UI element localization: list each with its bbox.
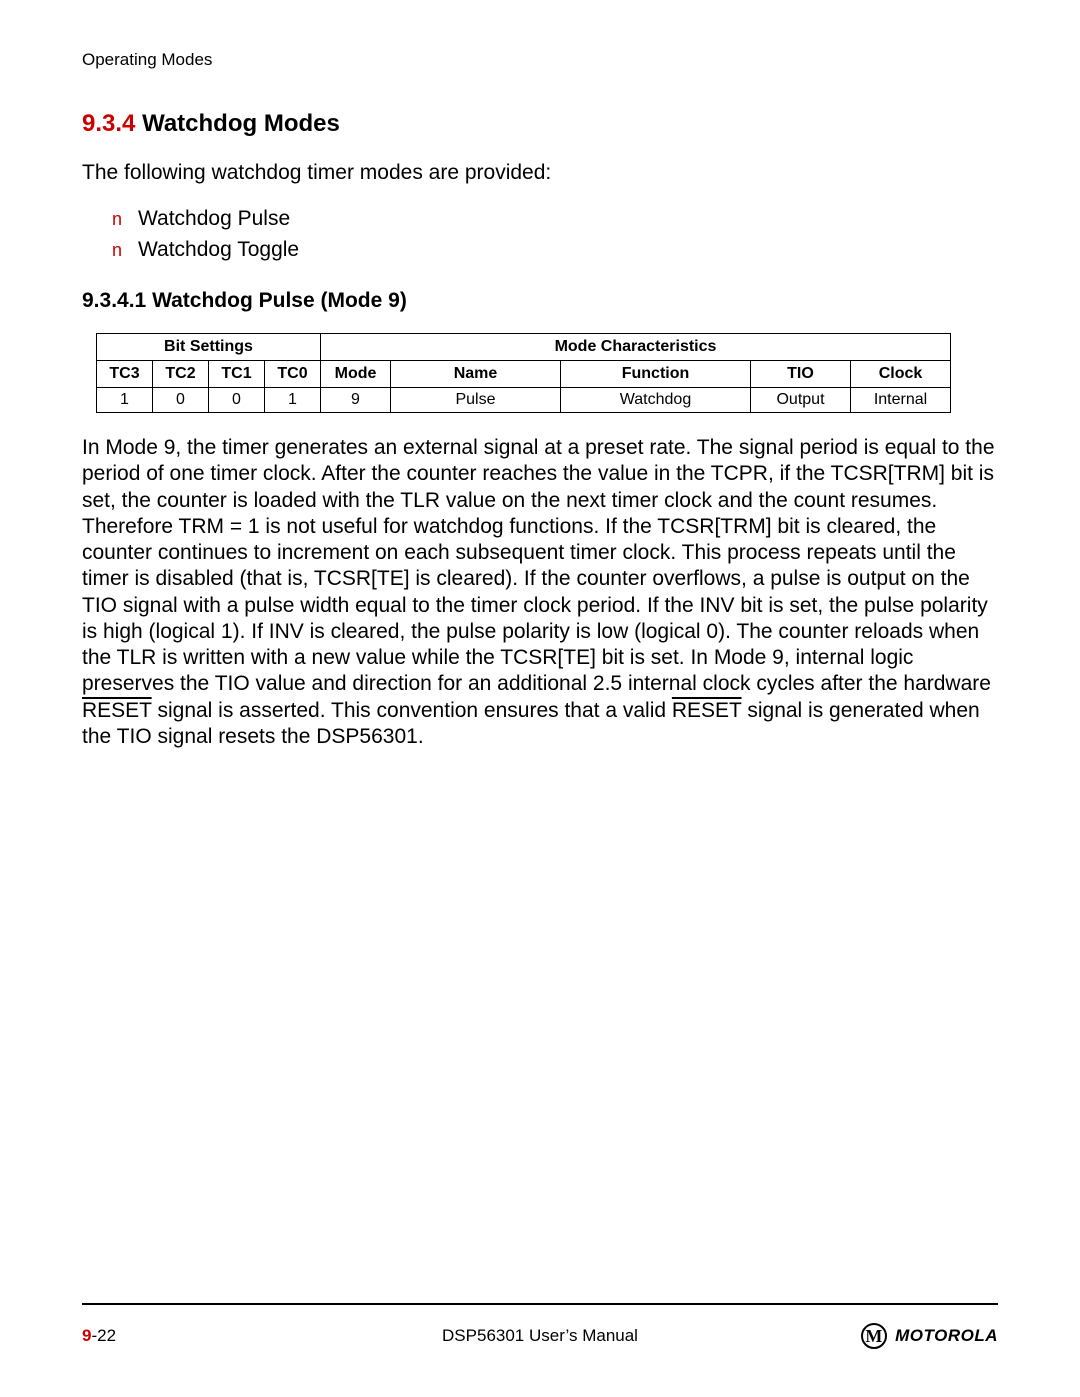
cell-name: Pulse [391,388,561,413]
body-text-1a: In Mode 9, the timer generates an extern… [82,436,995,590]
col-name: Name [391,361,561,388]
bullet-list: Watchdog Pulse Watchdog Toggle [112,204,998,265]
body-paragraph: In Mode 9, the timer generates an extern… [82,435,998,750]
table-group-header-row: Bit Settings Mode Characteristics [97,334,951,361]
group-header-bits: Bit Settings [97,334,321,361]
cell-tc1: 0 [209,388,265,413]
col-tc3: TC3 [97,361,153,388]
cell-mode: 9 [321,388,391,413]
running-header: Operating Modes [82,50,998,70]
page-content: Operating Modes 9.3.4 Watchdog Modes The… [82,50,998,1170]
body-text-1d: signal is asserted. This convention ensu… [152,699,672,722]
mode-table: Bit Settings Mode Characteristics TC3 TC… [96,333,951,413]
subsection-title: Watchdog Pulse (Mode 9) [152,289,407,312]
signal-tio-2: TIO [215,672,250,695]
subsection-heading: 9.3.4.1 Watchdog Pulse (Mode 9) [82,289,998,313]
section-number: 9.3.4 [82,110,135,137]
signal-reset-1: RESET [82,699,152,722]
col-function: Function [561,361,751,388]
col-mode: Mode [321,361,391,388]
cell-tc0: 1 [265,388,321,413]
cell-tc3: 1 [97,388,153,413]
cell-clock: Internal [851,388,951,413]
footer-rule [82,1303,998,1305]
cell-tio: Output [751,388,851,413]
cell-function: Watchdog [561,388,751,413]
col-tc2: TC2 [153,361,209,388]
col-tio: TIO [751,361,851,388]
footer-doc-title: DSP56301 User’s Manual [82,1326,998,1346]
footer-row: 9-22 DSP56301 User’s Manual M MOTOROLA [82,1323,998,1349]
section-intro: The following watchdog timer modes are p… [82,160,998,186]
section-heading: 9.3.4 Watchdog Modes [82,110,998,138]
list-item: Watchdog Toggle [112,235,998,265]
signal-tio-1: TIO [82,594,117,617]
subsection-number: 9.3.4.1 [82,289,146,312]
table-header-row: TC3 TC2 TC1 TC0 Mode Name Function TIO C… [97,361,951,388]
body-text-1f: signal resets the DSP56301. [152,725,424,748]
body-text-1c: value and direction for an additional 2.… [250,672,991,695]
group-header-mode: Mode Characteristics [321,334,951,361]
signal-tio-3: TIO [117,725,152,748]
signal-reset-2: RESET [672,699,742,722]
cell-tc2: 0 [153,388,209,413]
col-tc0: TC0 [265,361,321,388]
col-clock: Clock [851,361,951,388]
page-footer: 9-22 DSP56301 User’s Manual M MOTOROLA [82,1303,998,1349]
table-row: 1 0 0 1 9 Pulse Watchdog Output Internal [97,388,951,413]
list-item: Watchdog Pulse [112,204,998,234]
col-tc1: TC1 [209,361,265,388]
section-title-text: Watchdog Modes [142,110,340,137]
